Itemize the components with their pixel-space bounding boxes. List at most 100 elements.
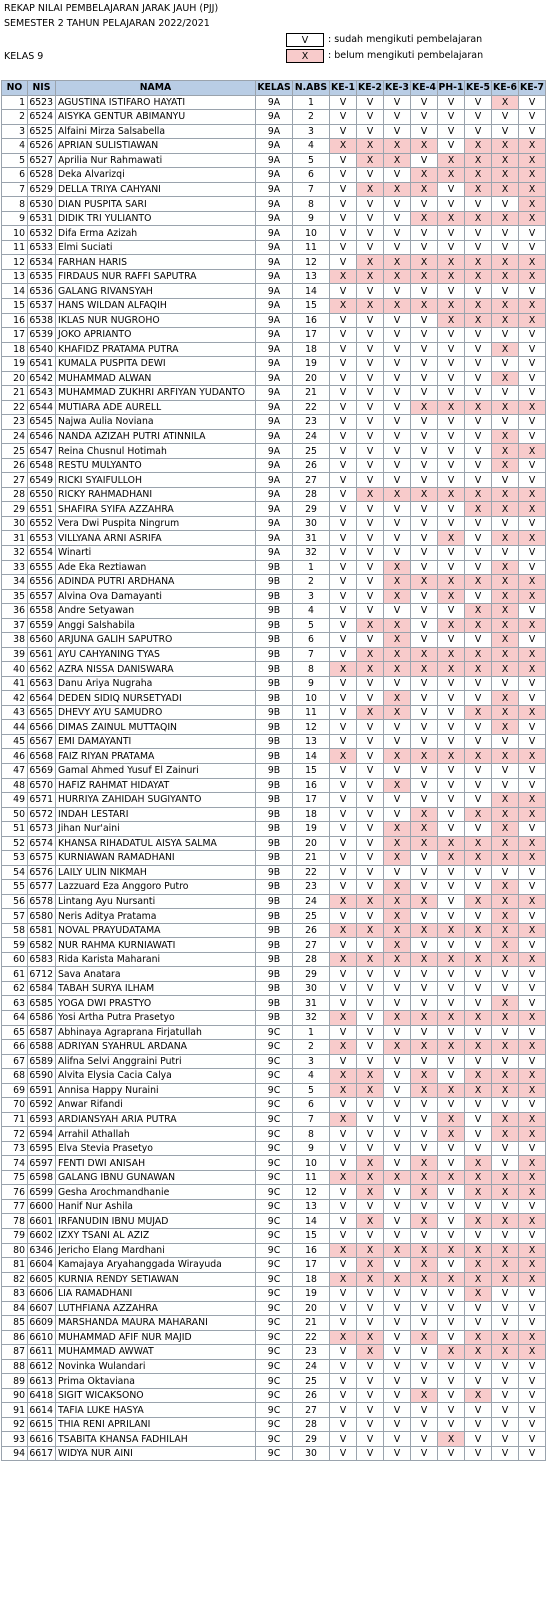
attendance-cell: V: [356, 167, 384, 183]
attendance-cell: V: [356, 995, 384, 1011]
attendance-cell: X: [464, 167, 492, 183]
no-cell: 36: [1, 603, 28, 619]
class-cell: 9B: [255, 821, 293, 837]
attendance-cell: V: [329, 1198, 357, 1215]
class-cell: 9B: [255, 806, 293, 823]
attendance-cell: V: [464, 908, 492, 924]
abs-number-cell: 17: [292, 327, 330, 343]
no-cell: 41: [1, 675, 28, 692]
attendance-cell: X: [410, 661, 438, 677]
column-header-ke-7: KE-7: [518, 80, 546, 96]
no-cell: 48: [1, 777, 28, 794]
attendance-cell: X: [383, 835, 411, 852]
attendance-cell: X: [383, 588, 411, 605]
table-row: 32 6554 Winarti 9A 32 V V V V V V V V: [1, 545, 546, 561]
no-cell: 84: [1, 1300, 28, 1317]
nis-cell: 6546: [27, 428, 56, 445]
class-cell: 9B: [255, 777, 293, 794]
attendance-cell: V: [356, 472, 384, 488]
abs-number-cell: 24: [292, 893, 330, 910]
attendance-cell: V: [356, 937, 384, 953]
no-cell: 38: [1, 632, 28, 648]
attendance-cell: V: [464, 428, 492, 445]
abs-number-cell: 9: [292, 1140, 330, 1157]
attendance-cell: V: [356, 966, 384, 982]
attendance-cell: V: [410, 588, 438, 605]
attendance-cell: X: [464, 1329, 492, 1346]
class-cell: 9A: [255, 297, 293, 314]
class-cell: 9B: [255, 1010, 293, 1026]
attendance-cell: V: [491, 196, 519, 212]
attendance-cell: V: [356, 1373, 384, 1389]
attendance-cell: X: [383, 617, 411, 634]
nis-cell: 6550: [27, 486, 56, 503]
attendance-cell: X: [410, 835, 438, 852]
table-row: 81 6604 Kamajaya Aryahanggada Wirayuda 9C 17…: [1, 1257, 546, 1273]
attendance-cell: V: [356, 94, 384, 111]
attendance-cell: V: [356, 545, 384, 561]
class-cell: 9A: [255, 457, 293, 474]
column-header-ke-2: KE-2: [356, 80, 384, 96]
no-cell: 34: [1, 574, 28, 590]
attendance-cell: V: [329, 603, 357, 619]
attendance-cell: V: [329, 1445, 357, 1462]
attendance-cell: V: [410, 777, 438, 794]
attendance-cell: X: [518, 704, 546, 721]
nis-cell: 6563: [27, 675, 56, 692]
attendance-cell: V: [329, 283, 357, 299]
class-cell: 9A: [255, 196, 293, 212]
name-cell: Danu Ariya Nugraha: [55, 675, 256, 692]
attendance-cell: V: [356, 1402, 384, 1418]
attendance-cell: X: [491, 268, 519, 285]
name-cell: Difa Erma Azizah: [55, 225, 256, 241]
attendance-cell: V: [356, 1097, 384, 1113]
no-cell: 5: [1, 152, 28, 169]
attendance-cell: V: [410, 937, 438, 953]
attendance-cell: V: [383, 370, 411, 387]
attendance-cell: V: [518, 1416, 546, 1433]
abs-number-cell: 17: [292, 792, 330, 808]
attendance-cell: V: [383, 1227, 411, 1244]
attendance-cell: X: [518, 1068, 546, 1084]
name-cell: INDAH LESTARI: [55, 806, 256, 823]
attendance-cell: X: [410, 821, 438, 837]
attendance-cell: X: [383, 574, 411, 590]
attendance-cell: X: [491, 835, 519, 852]
attendance-cell: V: [437, 777, 465, 794]
attendance-cell: X: [437, 748, 465, 764]
name-cell: MUTIARA ADE AURELL: [55, 399, 256, 416]
attendance-cell: X: [464, 574, 492, 590]
nis-cell: 6528: [27, 167, 56, 183]
attendance-cell: X: [491, 951, 519, 968]
attendance-cell: X: [437, 152, 465, 169]
class-cell: 9A: [255, 414, 293, 430]
table-row: 71 6593 ARDIANSYAH ARIA PUTRA 9C 7 X V V V X V X X: [1, 1111, 546, 1128]
attendance-cell: V: [356, 457, 384, 474]
table-row: 61 6712 Sava Anatara 9B 29 V V V V V V V V: [1, 966, 546, 982]
attendance-cell: X: [437, 835, 465, 852]
attendance-cell: V: [437, 472, 465, 488]
attendance-cell: V: [410, 762, 438, 779]
nis-cell: 6551: [27, 501, 56, 517]
table-row: 90 6418 SIGIT WICAKSONO 9C 26 V V V X V X V V: [1, 1387, 546, 1404]
attendance-cell: X: [518, 1344, 546, 1360]
attendance-cell: X: [356, 268, 384, 285]
nis-cell: 6567: [27, 733, 56, 750]
attendance-cell: X: [518, 152, 546, 169]
attendance-cell: V: [437, 1155, 465, 1171]
attendance-cell: X: [383, 1010, 411, 1026]
attendance-cell: X: [437, 167, 465, 183]
abs-number-cell: 28: [292, 486, 330, 503]
attendance-cell: X: [383, 181, 411, 198]
class-cell: 9C: [255, 1271, 293, 1288]
name-cell: Prima Oktaviana: [55, 1373, 256, 1389]
attendance-cell: V: [383, 1344, 411, 1360]
abs-number-cell: 8: [292, 1126, 330, 1142]
attendance-cell: X: [410, 951, 438, 968]
attendance-cell: X: [491, 995, 519, 1011]
attendance-cell: V: [410, 109, 438, 125]
name-cell: Winarti: [55, 545, 256, 561]
table-row: 46 6568 FAIZ RIYAN PRATAMA 9B 14 X V X X X X X X: [1, 748, 546, 764]
attendance-cell: V: [464, 675, 492, 692]
attendance-cell: V: [383, 312, 411, 329]
